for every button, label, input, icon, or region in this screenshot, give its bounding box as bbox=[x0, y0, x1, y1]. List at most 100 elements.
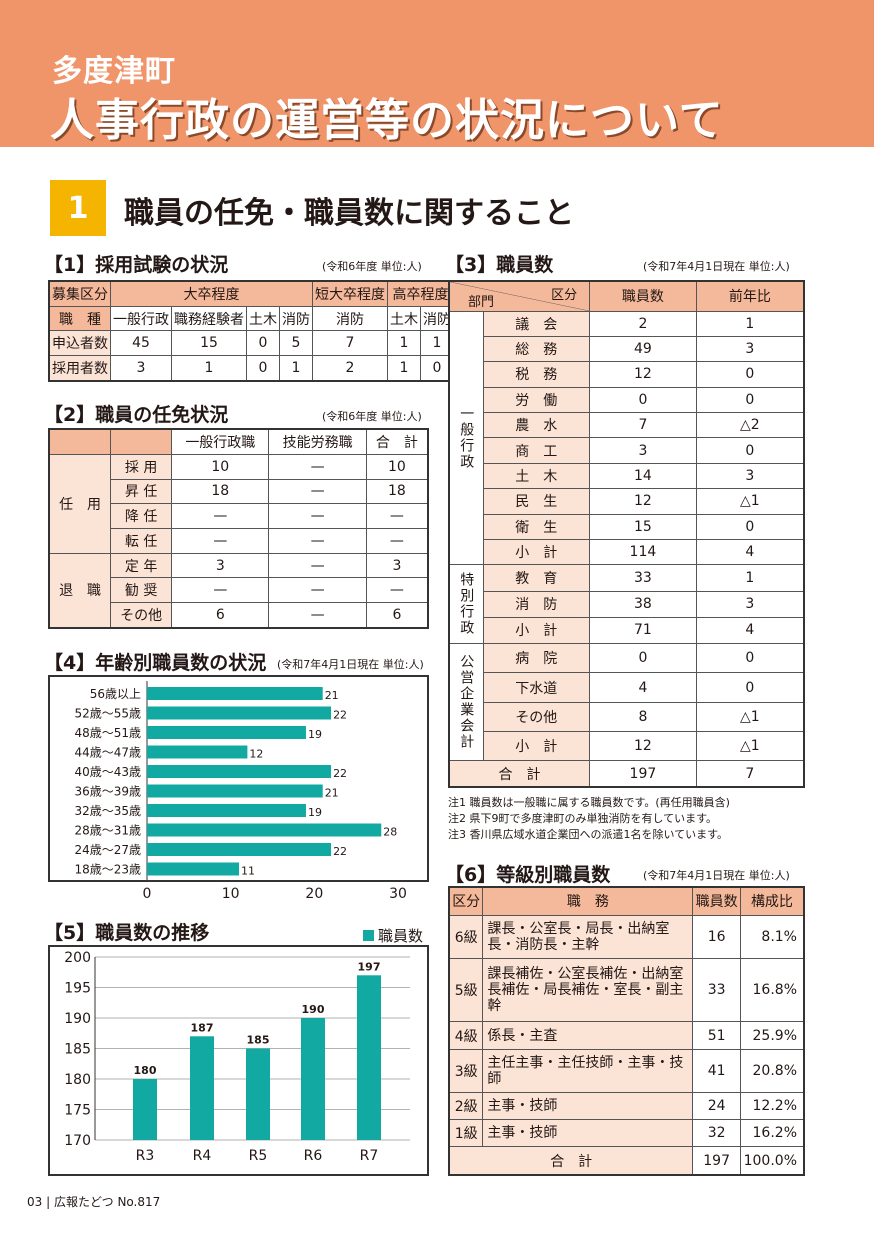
page-header: 多度津町 人事行政の運営等の状況について bbox=[0, 0, 874, 147]
row-label: 定 年 bbox=[110, 552, 173, 579]
data-label: 19 bbox=[308, 728, 322, 741]
category-label: 18歳～23歳 bbox=[74, 863, 141, 877]
row-label: 勧 奨 bbox=[110, 577, 173, 604]
table-row: 民 生 12 △1 bbox=[449, 488, 805, 515]
category-label: 52歳～55歳 bbox=[74, 707, 141, 721]
value-cell: 1 bbox=[387, 355, 421, 382]
note-3: 注3 香川県広域水道企業団への派遣1名を除いています。 bbox=[448, 828, 729, 841]
header-row: 一般行政職 技能労務職合 計 bbox=[48, 428, 429, 455]
table-row: 土 木 14 3 bbox=[449, 462, 805, 490]
row-label: 降 任 bbox=[110, 503, 173, 529]
row-label: 土 木 bbox=[482, 462, 591, 490]
header-cell: 大卒程度 bbox=[110, 280, 313, 307]
value-cell: 3 bbox=[695, 335, 805, 363]
value-cell: 0 bbox=[695, 386, 805, 414]
row-label: 病 院 bbox=[482, 643, 591, 674]
bar bbox=[357, 975, 381, 1140]
header-cell bbox=[48, 428, 112, 455]
chart-legend: 職員数 bbox=[363, 925, 423, 946]
duties-cell: 係長・主査 bbox=[482, 1021, 694, 1050]
data-label: 187 bbox=[191, 1021, 214, 1034]
grade-label: 1級 bbox=[448, 1119, 484, 1148]
row-label: 下水道 bbox=[482, 672, 591, 703]
y-tick-label: 175 bbox=[64, 1103, 91, 1119]
bar bbox=[147, 804, 306, 817]
total-row: 合 計 197 100.0% bbox=[448, 1146, 805, 1176]
value-cell: — bbox=[268, 527, 367, 554]
grade-label: 4級 bbox=[448, 1021, 484, 1050]
row-label: 農 水 bbox=[482, 412, 591, 439]
value-cell: — bbox=[365, 503, 429, 529]
header-cell: 一般行政 bbox=[110, 305, 172, 332]
header-cell: 消防 bbox=[279, 305, 313, 332]
value-cell: 32 bbox=[692, 1119, 741, 1148]
value-cell: 1 bbox=[279, 355, 313, 382]
x-tick-label: R3 bbox=[136, 1148, 155, 1164]
value-cell: 38 bbox=[589, 590, 697, 618]
table-row: 降 任 — — — bbox=[49, 503, 429, 529]
duties-cell: 課長・公室長・局長・出納室長・消防長・主幹 bbox=[482, 914, 694, 959]
data-label: 22 bbox=[333, 709, 347, 722]
value-cell: 41 bbox=[692, 1048, 741, 1093]
value-cell: 0 bbox=[589, 386, 697, 414]
value-cell: 3 bbox=[695, 462, 805, 490]
y-tick-label: 180 bbox=[64, 1072, 91, 1088]
table-row: 退 職定 年 3—3 bbox=[48, 552, 429, 629]
category-label: 36歳～39歳 bbox=[74, 785, 141, 799]
data-label: 12 bbox=[249, 748, 263, 761]
value-cell: 1 bbox=[695, 564, 805, 592]
total-label: 合 計 bbox=[448, 760, 591, 788]
value-cell: 3 bbox=[695, 590, 805, 618]
header-cell: 高卒程度 bbox=[387, 280, 455, 307]
note-1: 注1 職員数は一般職に属する職員数です。(再任用職員含) bbox=[448, 796, 730, 809]
value-cell: 197 bbox=[589, 760, 697, 788]
value-cell: 3 bbox=[110, 355, 172, 382]
value-cell: — bbox=[268, 503, 367, 529]
row-label: 採用者数 bbox=[48, 355, 111, 382]
grade-label: 3級 bbox=[448, 1048, 484, 1093]
t1-heading: 【1】採用試験の状況 bbox=[44, 254, 229, 276]
ratio-cell: 16.8% bbox=[739, 957, 805, 1023]
row-label: 商 工 bbox=[482, 437, 591, 464]
value-cell: 0 bbox=[695, 643, 805, 674]
table-row: 勧 奨 — — — bbox=[49, 577, 429, 604]
note-2: 注2 県下9町で多度津町のみ単独消防を有しています。 bbox=[448, 812, 718, 825]
table-row: 小 計 71 4 bbox=[449, 616, 805, 645]
x-tick-label: R6 bbox=[304, 1148, 323, 1164]
value-cell: 6 bbox=[365, 602, 429, 629]
t1-unit: (令和6年度 単位:人) bbox=[322, 260, 422, 273]
value-cell: 4 bbox=[695, 616, 805, 645]
x-tick-label: 10 bbox=[222, 886, 240, 902]
value-cell: △2 bbox=[695, 412, 805, 439]
row-label: 議 会 bbox=[482, 310, 591, 337]
header-cell: 職員数 bbox=[692, 886, 741, 916]
category-label: 44歳～47歳 bbox=[74, 746, 141, 760]
section-title: 職員の任免・職員数に関すること bbox=[124, 196, 574, 231]
ratio-cell: 8.1% bbox=[739, 914, 805, 959]
value-cell: 51 bbox=[692, 1021, 741, 1050]
value-cell: — bbox=[365, 577, 429, 604]
header-cell: 一般行政職 bbox=[171, 428, 270, 455]
value-cell: 3 bbox=[365, 552, 429, 579]
bar bbox=[147, 745, 248, 759]
bar bbox=[246, 1048, 270, 1140]
legend-label: 職員数 bbox=[378, 927, 424, 945]
table-row: 転 任 — — — bbox=[49, 527, 429, 554]
value-cell: 3 bbox=[171, 552, 270, 579]
value-cell: 0 bbox=[695, 437, 805, 464]
value-cell: 4 bbox=[695, 539, 805, 566]
data-label: 180 bbox=[134, 1064, 157, 1077]
value-cell: 0 bbox=[246, 355, 280, 382]
value-cell: 49 bbox=[589, 335, 697, 363]
issue-number: No.817 bbox=[117, 1195, 161, 1209]
table-row: 下水道 4 0 bbox=[449, 672, 805, 703]
value-cell: — bbox=[268, 552, 367, 579]
value-cell: △1 bbox=[695, 701, 805, 733]
header-cell: 職 種 bbox=[48, 305, 111, 332]
value-cell: 5 bbox=[279, 330, 313, 357]
t4-heading: 【4】年齢別職員数の状況 bbox=[44, 652, 267, 674]
bar bbox=[301, 1018, 325, 1140]
row-label: 総 務 bbox=[482, 335, 591, 363]
